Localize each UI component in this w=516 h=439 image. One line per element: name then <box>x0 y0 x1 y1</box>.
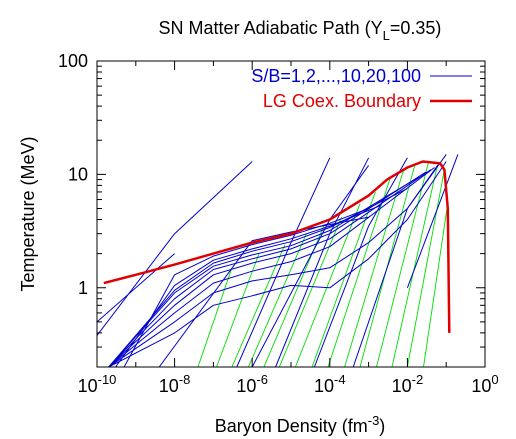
green-line-8 <box>311 191 376 367</box>
adiabat-line-4 <box>115 205 381 367</box>
x-tick-labels: 10-10 10-8 10-6 10-4 10-2 100 <box>78 372 499 396</box>
adiabat-line-9 <box>108 167 435 367</box>
adiabat-line-12 <box>97 161 253 336</box>
coexistence-boundary-series <box>103 160 451 333</box>
adiabat-line-5 <box>108 188 408 367</box>
adiabat-line-13 <box>251 165 370 367</box>
x-tick-label: 10-8 <box>159 372 191 396</box>
y-axis-label: Temperature (MeV) <box>18 136 38 291</box>
adiabat-line-1 <box>97 253 175 323</box>
axis-ticks <box>96 60 486 368</box>
x-tick-label: 10-2 <box>392 372 424 396</box>
x-tick-label: 10-10 <box>78 372 117 396</box>
adiabat-line-15 <box>275 157 370 367</box>
green-line-1 <box>197 267 233 367</box>
green-line-15 <box>423 208 448 367</box>
x-axis-label: Baryon Density (fm-3) <box>215 413 386 436</box>
coexistence-boundary-line <box>103 160 451 333</box>
adiabat-line-16 <box>313 157 408 367</box>
x-tick-label: 10-4 <box>314 372 346 396</box>
adiabat-line-10 <box>108 165 439 367</box>
adiabat-line-2 <box>158 216 369 367</box>
x-tick-label: 10-6 <box>236 372 268 396</box>
green-line-13 <box>391 164 439 367</box>
legend: S/B=1,2,...,10,20,100 LG Coex. Boundary <box>251 66 472 111</box>
adiabat-line-14 <box>236 157 331 367</box>
adiabat-line-17 <box>352 154 447 367</box>
green-lines-series <box>197 162 448 367</box>
legend-label-adiabats: S/B=1,2,...,10,20,100 <box>251 66 421 86</box>
green-line-7 <box>294 203 361 367</box>
green-line-4 <box>247 233 307 367</box>
green-line-12 <box>376 162 429 367</box>
chart-title: SN Matter Adiabatic Path (YL=0.35) <box>159 18 442 43</box>
y-tick-label: 100 <box>58 51 88 71</box>
green-line-9 <box>327 179 391 367</box>
adiabat-line-6 <box>108 176 420 367</box>
y-tick-label: 1 <box>78 278 88 298</box>
adiabat-line-11 <box>108 161 447 367</box>
legend-label-boundary: LG Coex. Boundary <box>263 91 421 111</box>
green-line-6 <box>278 216 342 367</box>
green-line-10 <box>344 169 405 367</box>
adiabat-line-3 <box>123 208 369 367</box>
green-line-14 <box>406 169 445 367</box>
adiabat-line-8 <box>108 169 432 367</box>
y-tick-label: 10 <box>68 164 88 184</box>
adiabat-series <box>97 154 459 367</box>
green-line-2 <box>216 253 260 367</box>
adiabat-line-18 <box>406 154 459 288</box>
x-tick-label: 100 <box>471 372 498 396</box>
y-tick-labels: 1 10 100 <box>58 51 88 298</box>
